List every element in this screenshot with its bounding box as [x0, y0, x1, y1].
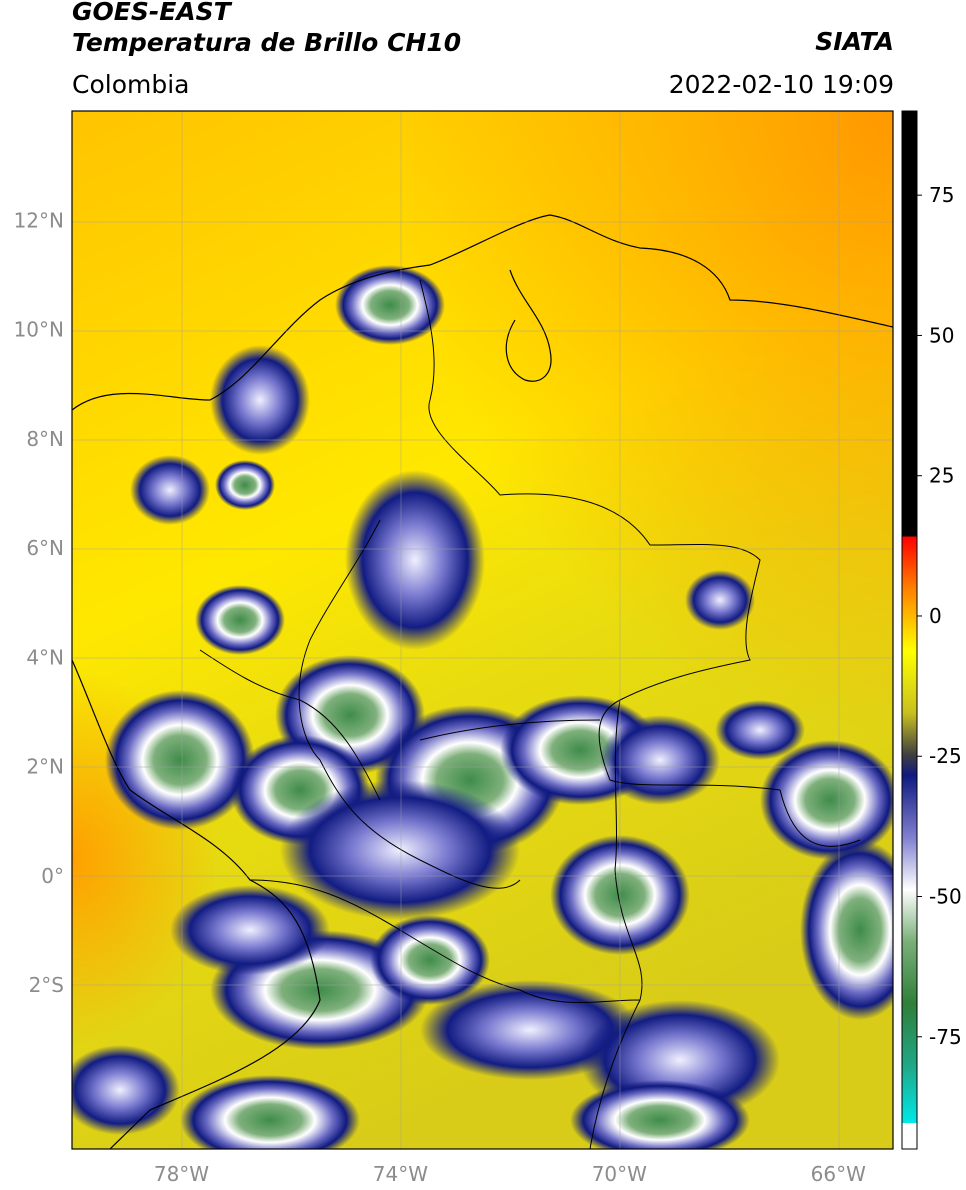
colorbar: 75 50 25 0 -25 -50 -75	[901, 110, 962, 1150]
region-label: Colombia	[72, 70, 190, 99]
lat-tick-label: 10°N	[14, 318, 64, 342]
borders	[199, 279, 861, 1149]
colorbar-tick-label: 75	[929, 183, 954, 207]
lat-tick-label: 12°N	[14, 208, 64, 232]
brand-label: SIATA	[815, 27, 894, 56]
lat-tick-label: 4°N	[26, 645, 64, 669]
colorbar-ticks: 75 50 25 0 -25 -50 -75	[917, 183, 962, 1049]
colorbar-tick-label: 0	[929, 604, 942, 628]
lon-tick-label: 66°W	[811, 1162, 866, 1186]
lon-tick-label: 74°W	[373, 1162, 428, 1186]
lon-axis: 78°W 74°W 70°W 66°W	[154, 1162, 866, 1186]
product-name: Temperatura de Brillo CH10	[72, 28, 462, 57]
lat-tick-label: 8°N	[26, 427, 64, 451]
map-title: GOES-EAST Temperatura de Brillo CH10	[72, 0, 461, 58]
lon-tick-label: 78°W	[154, 1162, 209, 1186]
coastlines	[72, 214, 893, 1149]
datetime-label: 2022-02-10 19:09	[668, 70, 894, 99]
colorbar-tick-label: -25	[929, 744, 962, 768]
lat-tick-label: 0°	[41, 864, 64, 888]
colorbar-ramp	[901, 110, 918, 1150]
colorbar-tick-label: 25	[929, 464, 954, 488]
satellite-imagery	[72, 111, 893, 1149]
lat-tick-label: 2°N	[26, 755, 64, 779]
lat-tick-label: 2°S	[29, 973, 64, 997]
lon-tick-label: 70°W	[592, 1162, 647, 1186]
lat-axis: 12°N 10°N 8°N 6°N 4°N 2°N 0° 2°S	[14, 208, 64, 997]
graticule	[72, 111, 893, 1149]
map-frame	[71, 110, 894, 1150]
colorbar-tick-label: -75	[929, 1025, 962, 1049]
satellite-name: GOES-EAST	[72, 0, 231, 26]
colorbar-tick-label: -50	[929, 885, 962, 909]
colorbar-tick-label: 50	[929, 323, 954, 347]
lat-tick-label: 6°N	[26, 536, 64, 560]
